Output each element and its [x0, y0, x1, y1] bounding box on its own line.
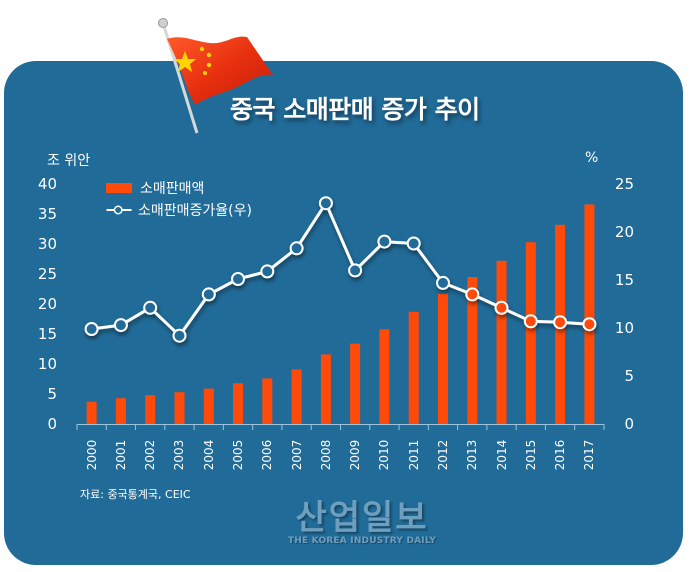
- left-tick: 40: [37, 175, 57, 193]
- x-label: 2006: [260, 439, 275, 471]
- line-marker-2003: [172, 328, 187, 343]
- line-marker-2000: [84, 322, 99, 336]
- line-marker-2001: [113, 318, 128, 333]
- line-series: [84, 196, 597, 343]
- right-tick: 25: [614, 175, 634, 193]
- x-label: 2008: [318, 439, 333, 471]
- chart-title: 중국 소매판매 증가 추이: [230, 95, 480, 124]
- legend-item-line: 소매판매증가율(우): [104, 199, 252, 221]
- china-flag-icon: [158, 18, 273, 134]
- x-label: 2015: [523, 439, 538, 471]
- x-label: 2013: [465, 439, 480, 471]
- x-label: 2011: [406, 439, 421, 471]
- line-marker-2015: [523, 314, 538, 329]
- bar-2003: [174, 392, 185, 424]
- bar-2000: [86, 401, 97, 424]
- line-marker-2009: [348, 263, 363, 278]
- bar-2017: [584, 204, 595, 424]
- x-label: 2012: [435, 439, 450, 471]
- x-label: 2017: [582, 439, 597, 471]
- line-marker-2005: [231, 272, 245, 286]
- bar-2009: [350, 343, 361, 424]
- bar-2004: [203, 388, 214, 424]
- x-label: 2005: [231, 439, 246, 471]
- bar-2002: [145, 395, 156, 424]
- left-tick: 0: [47, 415, 57, 433]
- x-label: 2001: [113, 439, 128, 471]
- bar-2007: [291, 369, 302, 424]
- x-label: 2009: [348, 439, 363, 471]
- right-axis-unit: %: [585, 150, 599, 166]
- right-tick: 15: [614, 271, 634, 289]
- legend: 소매판매액 소매판매증가율(우): [104, 177, 252, 221]
- left-tick: 15: [37, 325, 57, 343]
- line-marker-2011: [406, 236, 421, 251]
- bar-2014: [496, 260, 507, 424]
- x-label: 2000: [84, 439, 99, 471]
- bar-2012: [438, 293, 448, 424]
- line-marker-2004: [201, 287, 216, 302]
- x-label: 2004: [201, 439, 216, 471]
- line-marker-2012: [436, 275, 450, 290]
- chart-panel: [4, 61, 683, 565]
- legend-line-label: 소매판매증가율(우): [138, 203, 252, 219]
- legend-bar-label: 소매판매액: [140, 181, 205, 197]
- x-axis: [76, 424, 605, 430]
- bar-2013: [467, 277, 478, 424]
- x-label: 2007: [289, 439, 304, 471]
- x-label: 2003: [172, 439, 187, 471]
- line-marker-2013: [465, 287, 480, 302]
- bar-2015: [525, 242, 536, 424]
- bar-2006: [262, 378, 273, 424]
- left-tick: 35: [37, 205, 57, 223]
- source-note: 자료: 중국통계국, CEIC: [80, 488, 191, 501]
- right-tick: 0: [624, 415, 634, 433]
- line-marker-2006: [260, 264, 275, 279]
- x-label: 2002: [143, 439, 158, 471]
- line-marker-2016: [553, 315, 568, 330]
- line-marker-2014: [494, 300, 509, 315]
- legend-item-bar: 소매판매액: [104, 177, 252, 199]
- line-marker-2010: [377, 234, 392, 249]
- x-label: 2014: [494, 439, 509, 471]
- line-marker-2007: [289, 241, 304, 256]
- logo-main-text: 산업일보: [295, 498, 429, 538]
- bar-2005: [233, 383, 243, 424]
- bar-2011: [408, 311, 419, 424]
- bar-2010: [379, 329, 390, 424]
- x-label: 2010: [377, 439, 392, 471]
- left-tick: 10: [37, 355, 57, 373]
- right-tick: 5: [624, 367, 634, 385]
- right-tick: 10: [614, 319, 634, 337]
- left-tick: 30: [37, 235, 57, 253]
- line-marker-2002: [143, 300, 158, 315]
- publisher-logo: 산업일보 THE KOREA INDUSTRY DAILY: [262, 500, 462, 546]
- right-tick: 20: [614, 223, 634, 241]
- line-marker-2008: [318, 196, 333, 211]
- logo-sub-text: THE KOREA INDUSTRY DAILY: [287, 536, 437, 546]
- bar-2001: [115, 398, 126, 424]
- left-tick: 25: [37, 265, 57, 283]
- line-marker-swatch-icon: [106, 205, 132, 215]
- left-tick: 5: [47, 385, 57, 403]
- x-label: 2016: [553, 439, 568, 471]
- bar-swatch-icon: [106, 183, 132, 193]
- left-tick: 20: [37, 295, 57, 313]
- line-marker-2017: [582, 317, 597, 332]
- left-axis-unit: 조 위안: [47, 153, 91, 169]
- bar-2008: [320, 354, 331, 424]
